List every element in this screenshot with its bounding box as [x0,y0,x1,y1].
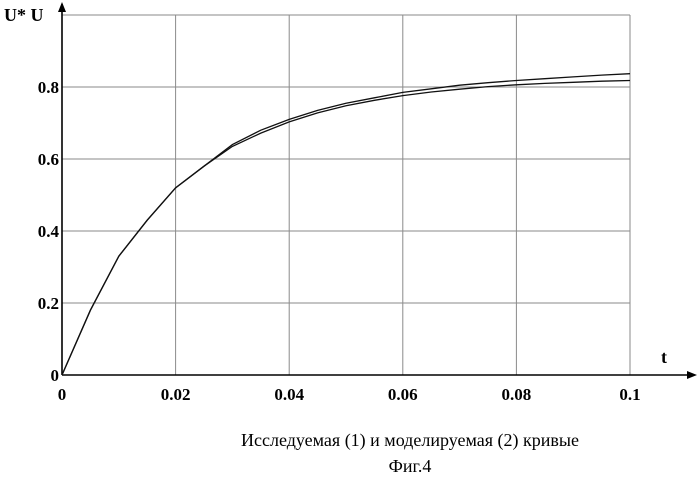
y-tick-label: 0.4 [38,222,60,241]
y-tick-label: 0 [51,366,60,385]
x-tick-label: 0.06 [388,385,418,404]
y-axis-label: U* U [4,5,44,25]
series-line-1 [61,73,631,376]
plot-lines [61,73,631,376]
x-tick-label: 0.08 [502,385,532,404]
chart: 0 0.02 0.04 0.06 0.08 0.1 00.20.40.60.8 U* U … [4,2,697,404]
figure-caption: Исследуемая (1) и моделируемая (2) кривы… [241,430,579,450]
x-tick-label: 0.02 [161,385,191,404]
grid [62,14,631,375]
x-axis-label: t [661,347,667,367]
x-tick-label: 0.1 [619,385,640,404]
y-tick-label: 0.6 [38,150,59,169]
figure-number: Фиг.4 [388,456,432,476]
y-tick-labels: 0 0.2 0.4 0.6 0.8 [38,78,60,385]
series-line-2 [61,79,631,376]
x-tick-labels: 0 0.02 0.04 0.06 0.08 0.1 [58,385,641,404]
x-tick-label: 0.04 [274,385,304,404]
y-axis-arrow [58,2,66,12]
y-tick-label: 0.8 [38,78,59,97]
x-axis-arrow [687,371,697,379]
axes [58,2,697,379]
x-tick-label: 0 [58,385,67,404]
y-tick-label: 0.2 [38,294,59,313]
